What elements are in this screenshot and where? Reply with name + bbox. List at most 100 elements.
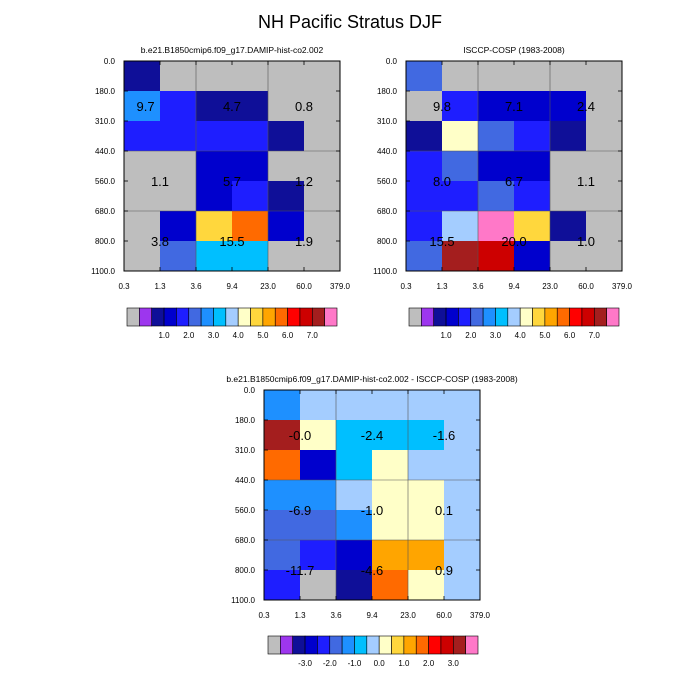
heatmap-cell — [264, 540, 301, 571]
heatmap-cell — [372, 480, 409, 511]
heatmap-cell — [550, 211, 587, 242]
heatmap-cell — [304, 211, 341, 242]
heatmap-cell — [372, 510, 409, 541]
heatmap-cell — [196, 211, 233, 242]
cell-annotation: -1.0 — [361, 503, 383, 518]
heatmap-cell — [444, 480, 481, 511]
x-tick-label: 0.3 — [400, 282, 412, 291]
colorbar-label: 6.0 — [282, 331, 294, 340]
heatmap-cell — [586, 211, 623, 242]
heatmap-cell — [444, 450, 481, 481]
y-tick-label: 1100.0 — [231, 596, 255, 605]
y-tick-label: 800.0 — [377, 237, 398, 246]
panel-model: b.e21.B1850cmip6.f09_g17.DAMIP-hist-co2.… — [91, 45, 350, 340]
heatmap-cell — [268, 241, 305, 272]
colorbar-box — [403, 635, 417, 655]
heatmap-cell — [586, 151, 623, 182]
y-tick-label: 1100.0 — [91, 267, 115, 276]
heatmap-cell — [586, 121, 623, 152]
heatmap-cell — [232, 121, 269, 152]
colorbar-box — [440, 635, 454, 655]
heatmap-cell — [304, 241, 341, 272]
heatmap-cell — [232, 151, 269, 182]
cell-annotation: 15.5 — [429, 234, 454, 249]
heatmap-cell — [514, 151, 551, 182]
heatmap-cell — [196, 91, 233, 122]
x-tick-label: 9.4 — [226, 282, 238, 291]
heatmap-cell — [406, 241, 443, 272]
heatmap-cell — [514, 61, 551, 92]
heatmap-cell — [336, 480, 373, 511]
colorbar-box — [421, 307, 435, 327]
colorbar-box — [391, 635, 405, 655]
heatmap-cell — [408, 390, 445, 421]
y-tick-label: 680.0 — [377, 207, 398, 216]
heatmap-cell — [444, 390, 481, 421]
heatmap-cell — [124, 91, 161, 122]
heatmap-cell — [232, 61, 269, 92]
colorbar-label: 5.0 — [257, 331, 269, 340]
heatmap-cell — [444, 510, 481, 541]
heatmap-cell — [300, 570, 337, 601]
colorbar-label: 1.0 — [158, 331, 170, 340]
heatmap-cell — [442, 151, 479, 182]
x-tick-label: 0.3 — [258, 611, 270, 620]
heatmap-cell — [406, 151, 443, 182]
heatmap-cell — [550, 181, 587, 212]
colorbar-box — [519, 307, 533, 327]
heatmap-cell — [196, 61, 233, 92]
colorbar-box — [593, 307, 607, 327]
colorbar-label: 7.0 — [589, 331, 601, 340]
heatmap-cell — [336, 420, 373, 451]
colorbar-box — [452, 635, 466, 655]
colorbar-label: 2.0 — [465, 331, 477, 340]
y-tick-label: 310.0 — [235, 446, 256, 455]
colorbar-label: 4.0 — [515, 331, 527, 340]
colorbar-box — [354, 635, 368, 655]
heatmap-cell — [160, 241, 197, 272]
colorbar-label: 3.0 — [448, 659, 460, 668]
colorbar-box — [507, 307, 521, 327]
colorbar-box — [465, 635, 479, 655]
colorbar-box — [569, 307, 583, 327]
y-tick-label: 180.0 — [235, 416, 256, 425]
heatmap-cell — [406, 121, 443, 152]
heatmap-cell — [478, 61, 515, 92]
heatmap-cell — [444, 570, 481, 601]
heatmap-cell — [406, 211, 443, 242]
heatmap-cell — [268, 181, 305, 212]
heatmap-cell — [264, 480, 301, 511]
heatmap-cell — [444, 420, 481, 451]
heatmap-cell — [514, 241, 551, 272]
heatmap-cell — [304, 61, 341, 92]
colorbar-label: 3.0 — [490, 331, 502, 340]
colorbar-box — [292, 635, 306, 655]
panel-title: b.e21.B1850cmip6.f09_g17.DAMIP-hist-co2.… — [226, 374, 518, 384]
y-tick-label: 1100.0 — [373, 267, 397, 276]
heatmap-cell — [586, 241, 623, 272]
heatmap-cell — [408, 540, 445, 571]
cell-annotation: 1.1 — [577, 174, 595, 189]
cell-annotation: 20.0 — [501, 234, 526, 249]
colorbar-box — [433, 307, 447, 327]
heatmap-cell — [268, 61, 305, 92]
heatmap-cell — [336, 390, 373, 421]
heatmap-cell — [336, 570, 373, 601]
colorbar-box — [324, 307, 338, 327]
x-tick-label: 60.0 — [296, 282, 312, 291]
heatmap-cell — [478, 121, 515, 152]
heatmap-cell — [124, 151, 161, 182]
colorbar-box — [213, 307, 227, 327]
y-tick-label: 440.0 — [235, 476, 256, 485]
heatmap-cell — [586, 91, 623, 122]
heatmap-cell — [160, 211, 197, 242]
y-tick-label: 680.0 — [95, 207, 116, 216]
x-tick-label: 1.3 — [294, 611, 306, 620]
cell-annotation: 15.5 — [219, 234, 244, 249]
y-tick-label: 0.0 — [104, 57, 116, 66]
main-title: NH Pacific Stratus DJF — [257, 12, 443, 32]
heatmap-cell — [264, 510, 301, 541]
y-tick-label: 680.0 — [235, 536, 256, 545]
colorbar-box — [408, 307, 422, 327]
heatmap-cell — [268, 91, 305, 122]
